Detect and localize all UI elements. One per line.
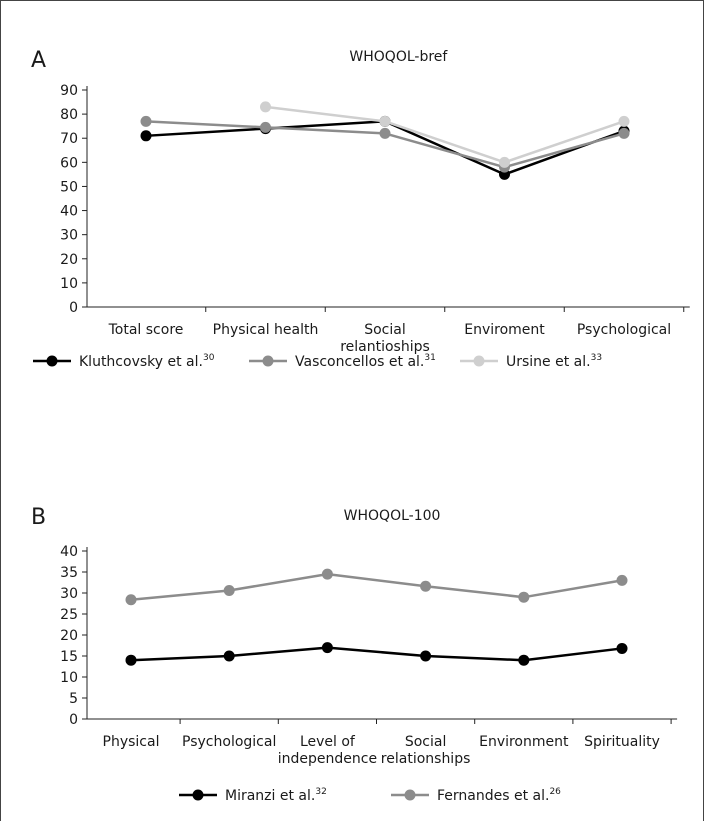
y-tick-label: 80 [60,107,78,123]
y-tick-label: 10 [60,670,78,686]
legend-item: Fernandes et al.26 [391,787,561,804]
data-point [499,156,510,168]
y-tick-label: 5 [69,691,78,707]
data-point [616,642,628,654]
y-tick-label: 90 [60,83,78,99]
data-point [518,591,530,603]
x-tick-label: Psychological [577,322,671,338]
x-tick-label: Total score [108,322,184,338]
series-line-3 [265,105,625,164]
panel-label: A [31,48,46,73]
series-line-2 [130,572,623,601]
y-tick-label: 20 [60,628,78,644]
data-point [260,121,271,133]
y-tick-label: 15 [60,649,78,665]
legend-item: Ursine et al.33 [460,353,602,370]
data-point [125,594,137,606]
chart-title: WHOQOL-100 [344,508,441,524]
data-point [321,568,333,580]
data-point [420,650,432,662]
data-point [223,650,235,662]
panel-label: B [31,505,46,530]
y-tick-label: 10 [60,276,78,292]
data-point [379,115,391,127]
x-tick-label: Spirituality [584,734,660,750]
data-point [616,574,628,586]
data-point [618,115,630,127]
legend-marker [46,355,58,367]
y-tick-label: 40 [60,204,78,220]
data-point [379,127,391,139]
x-tick-label: Psychological [182,734,276,750]
legend-marker [192,789,204,801]
data-point [140,130,152,142]
legend-marker [473,355,485,367]
legend-item: Miranzi et al.32 [179,787,327,804]
x-tick-label: Environment [479,734,569,750]
y-tick-label: 0 [69,300,78,316]
data-point [140,115,152,127]
data-point [518,654,530,666]
y-tick-label: 60 [60,155,78,171]
data-point [223,584,235,596]
legend-item: Vasconcellos et al.31 [249,353,436,370]
series-line-1 [130,646,623,662]
y-tick-label: 35 [60,565,78,581]
data-point [321,642,333,654]
chart-panel-b: B WHOQOL-100 0 5 10 15 20 25 30 35 40 Physical Psych… [31,505,678,804]
data-point [125,654,137,666]
y-tick-label: 40 [60,544,78,560]
y-tick-label: 50 [60,179,78,195]
y-tick-label: 20 [60,252,78,268]
x-tick-label: Social relationships [381,734,471,767]
legend-marker [404,789,416,801]
y-tick-label: 30 [60,228,78,244]
data-point [420,580,432,592]
x-tick-label: Social relantioships [340,322,430,355]
data-point [618,127,630,139]
y-tick-label: 30 [60,586,78,602]
x-tick-label: Enviroment [464,322,545,338]
x-tick-label: Physical [103,734,160,750]
chart-panel-a: A WHOQOL-bref 0 10 20 30 40 50 60 70 80 90 Total sco… [31,48,690,370]
x-tick-label: Physical health [213,322,319,338]
legend-label: Ursine et al.33 [506,353,602,370]
y-tick-label: 25 [60,607,78,623]
chart-title: WHOQOL-bref [349,49,448,65]
legend-marker [262,355,274,367]
legend-label: Miranzi et al.32 [225,787,327,804]
x-tick-label: Level of independence [278,734,377,767]
data-point [260,101,271,113]
y-tick-label: 0 [69,712,78,728]
legend-label: Vasconcellos et al.31 [295,353,436,370]
legend-item: Kluthcovsky et al.30 [33,353,215,370]
y-tick-label: 70 [60,131,78,147]
legend-label: Fernandes et al.26 [437,787,561,804]
legend-label: Kluthcovsky et al.30 [79,353,215,370]
